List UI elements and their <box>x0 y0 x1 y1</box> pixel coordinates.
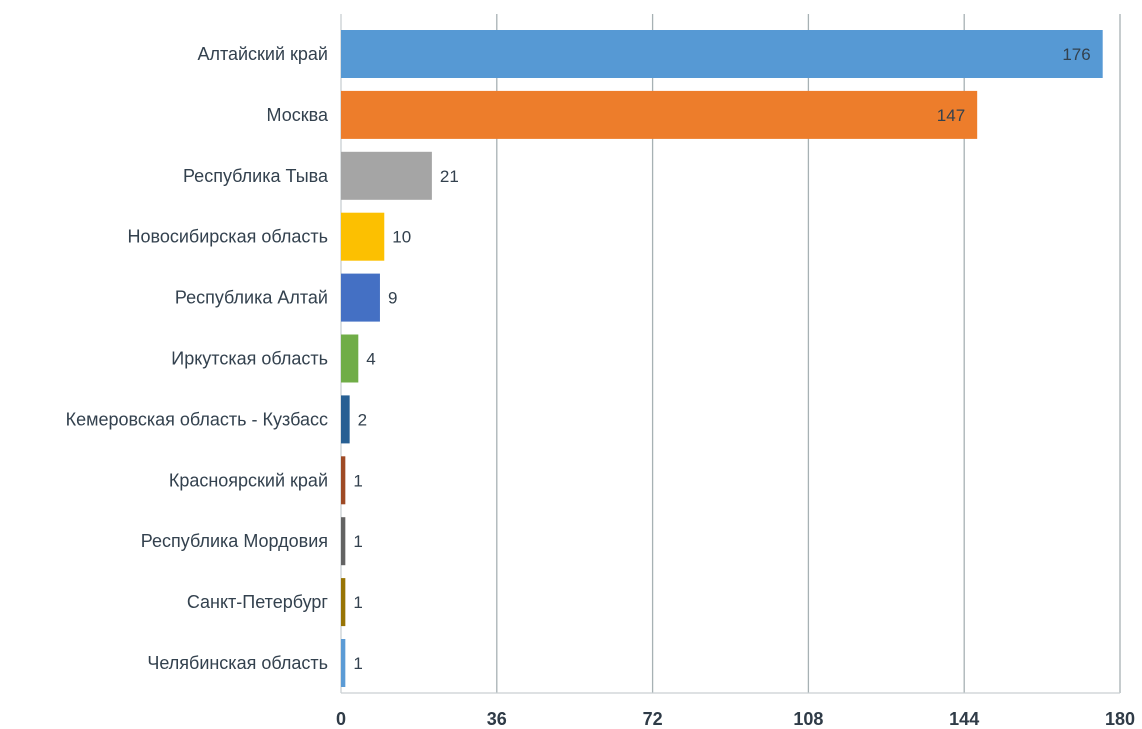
x-tick-label: 108 <box>793 709 823 729</box>
value-label: 10 <box>392 228 411 247</box>
x-tick-label: 144 <box>949 709 979 729</box>
value-label: 1 <box>353 654 362 673</box>
value-label: 9 <box>388 289 397 308</box>
category-labels: Алтайский край Москва Республика Тыва Новос… <box>66 44 329 673</box>
category-label: Иркутская область <box>171 349 328 369</box>
bar <box>341 395 350 444</box>
value-label: 21 <box>440 167 459 186</box>
category-label: Челябинская область <box>147 653 328 673</box>
x-tick-label: 0 <box>336 709 346 729</box>
category-label: Москва <box>267 105 329 125</box>
x-tick-label: 180 <box>1105 709 1135 729</box>
value-label: 1 <box>353 593 362 612</box>
value-label: 4 <box>366 350 375 369</box>
bar <box>341 639 346 687</box>
bar <box>341 151 432 200</box>
bar <box>341 90 978 139</box>
bar <box>341 30 1103 78</box>
value-label: 1 <box>353 532 362 551</box>
x-tick-labels: 0 36 72 108 144 180 <box>336 709 1135 729</box>
bar <box>341 578 346 627</box>
category-label: Республика Тыва <box>183 166 329 186</box>
bar <box>341 273 380 322</box>
category-label: Республика Алтай <box>175 288 328 308</box>
x-tick-label: 36 <box>487 709 507 729</box>
bar <box>341 334 359 383</box>
category-label: Республика Мордовия <box>141 531 328 551</box>
value-label: 2 <box>358 410 367 429</box>
x-tick-label: 72 <box>643 709 663 729</box>
bar <box>341 456 346 505</box>
value-label: 147 <box>937 106 965 125</box>
bar <box>341 212 385 261</box>
value-label: 176 <box>1062 45 1090 64</box>
category-label: Алтайский край <box>197 44 328 64</box>
bar <box>341 517 346 566</box>
bars <box>341 30 1103 687</box>
category-label: Новосибирская область <box>128 227 329 247</box>
category-label: Санкт-Петербург <box>187 592 329 612</box>
value-label: 1 <box>353 471 362 490</box>
category-label: Кемеровская область - Кузбасс <box>66 409 328 429</box>
category-label: Красноярский край <box>169 470 328 490</box>
